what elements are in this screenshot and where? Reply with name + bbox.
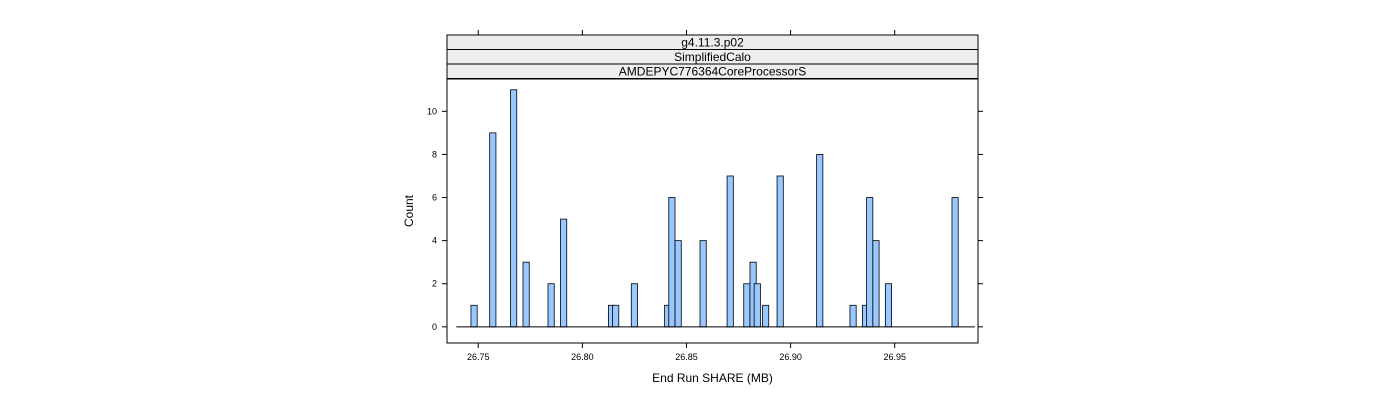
x-tick-label: 26.75 (467, 352, 490, 362)
y-tick-label: 10 (427, 106, 437, 116)
x-tick-label: 26.85 (675, 352, 698, 362)
plot-panel (446, 78, 979, 344)
y-tick-label: 6 (432, 193, 437, 203)
histogram-bar (668, 197, 676, 328)
strip-label: g4.11.3.p02 (681, 36, 744, 50)
histogram-bar (753, 283, 761, 328)
histogram-bar (547, 283, 555, 328)
strip-label: AMDEPYC776364CoreProcessorS (619, 65, 806, 79)
histogram-bar (849, 304, 857, 328)
histogram-bar (510, 89, 518, 328)
histogram-bar (872, 240, 880, 328)
strip-headers: g4.11.3.p02SimplifiedCaloAMDEPYC776364Co… (446, 34, 979, 79)
y-tick-label: 2 (432, 279, 437, 289)
histogram-bar (560, 218, 568, 328)
y-tick-label: 8 (432, 149, 437, 159)
histogram-bar (630, 283, 638, 328)
histogram-bar (884, 283, 892, 328)
histogram-bar (866, 197, 874, 328)
x-axis: 26.75 26.80 26.85 26.90 26.95 (467, 30, 906, 362)
histogram-bar (762, 304, 770, 328)
x-axis-title: End Run SHARE (MB) (652, 371, 773, 385)
histogram-bar (522, 261, 530, 328)
histogram-bar (470, 304, 478, 328)
histogram-bar (674, 240, 682, 328)
histogram-bar (726, 175, 734, 328)
x-tick-label: 26.95 (883, 352, 906, 362)
x-tick-label: 26.80 (571, 352, 594, 362)
x-tick-label: 26.90 (779, 352, 802, 362)
y-tick-label: 0 (432, 322, 437, 332)
strip-label: SimplifiedCalo (674, 50, 751, 64)
histogram-bar (776, 175, 784, 328)
histogram-bar (743, 283, 751, 328)
histogram-bar (951, 197, 959, 328)
y-axis-title: Count (402, 194, 416, 227)
bar-group (470, 89, 959, 328)
y-tick-label: 4 (432, 236, 437, 246)
histogram-bar (816, 154, 824, 328)
histogram-bar (699, 240, 707, 328)
histogram-bar (489, 132, 497, 328)
histogram-bar (612, 304, 620, 328)
y-axis: 0 2 4 6 8 10 (427, 106, 983, 332)
